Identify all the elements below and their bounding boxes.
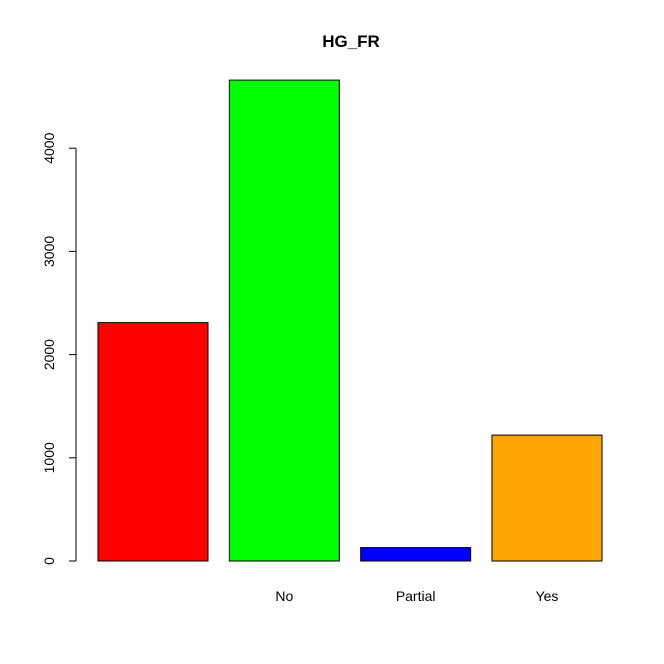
bars-group bbox=[97, 79, 603, 562]
x-tick-label: No bbox=[275, 588, 293, 604]
y-tick-label: 1000 bbox=[41, 442, 57, 473]
x-tick-label: Yes bbox=[536, 588, 559, 604]
y-tick-label: 4000 bbox=[41, 132, 57, 163]
x-tick-labels: No Partial Yes bbox=[275, 588, 558, 604]
bar-partial bbox=[360, 547, 472, 562]
bar-no bbox=[228, 79, 340, 562]
y-axis: 0 1000 2000 3000 4000 bbox=[41, 132, 77, 565]
bar-unlabeled bbox=[97, 322, 209, 562]
y-tick-label: 2000 bbox=[41, 339, 57, 370]
x-tick-label: Partial bbox=[396, 588, 436, 604]
bar-yes bbox=[491, 434, 603, 562]
y-tick-label: 3000 bbox=[41, 236, 57, 267]
chart-title: HG_FR bbox=[322, 32, 380, 51]
y-tick-label: 0 bbox=[41, 557, 57, 565]
